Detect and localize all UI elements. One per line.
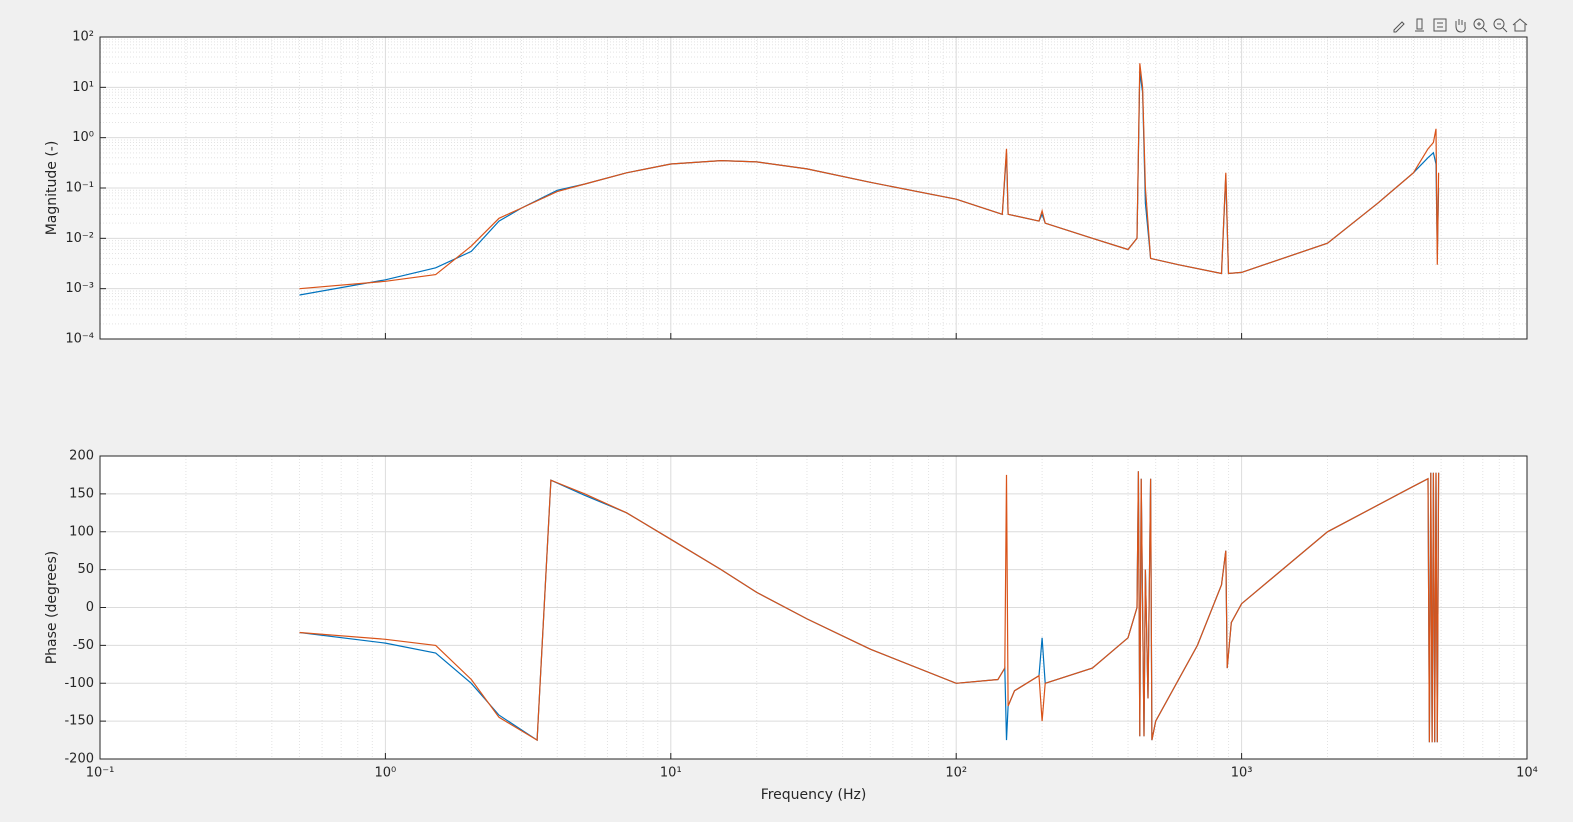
pan-button[interactable] xyxy=(1451,16,1469,34)
axes-box xyxy=(99,455,1528,760)
y-tick-label: 10⁻² xyxy=(65,231,94,246)
axes-toolbar xyxy=(1391,16,1529,34)
x-tick-label: 10² xyxy=(945,766,967,781)
series-line xyxy=(299,471,1440,743)
home-button[interactable] xyxy=(1511,16,1529,34)
x-tick-label: 10¹ xyxy=(660,766,682,781)
y-tick-label: 10⁻⁴ xyxy=(65,332,94,347)
y-tick-label: 10¹ xyxy=(72,80,94,95)
y-tick-label: 200 xyxy=(69,449,94,464)
x-tick-label: 10³ xyxy=(1231,766,1253,781)
y-tick-label: -150 xyxy=(64,714,94,729)
axes-box xyxy=(99,36,1528,340)
x-tick-label: 10⁰ xyxy=(375,766,397,781)
y-tick-label: 10⁻³ xyxy=(65,281,94,296)
y-tick-label: 10² xyxy=(72,30,94,45)
zoom-out-button[interactable] xyxy=(1491,16,1509,34)
y-tick-label: 10⁻¹ xyxy=(65,181,94,196)
y-tick-label: 100 xyxy=(69,524,94,539)
series-line xyxy=(299,63,1440,290)
y-tick-label: 0 xyxy=(86,600,94,615)
x-axis-label: Frequency (Hz) xyxy=(761,787,867,803)
y-axis-label: Phase (degrees) xyxy=(44,551,60,665)
x-tick-label: 10⁻¹ xyxy=(86,766,115,781)
y-tick-label: 150 xyxy=(69,486,94,501)
brush-button[interactable] xyxy=(1391,16,1409,34)
datatip-button[interactable] xyxy=(1411,16,1429,34)
y-tick-label: 10⁰ xyxy=(72,130,94,145)
x-tick-label: 10⁴ xyxy=(1516,766,1538,781)
y-tick-label: -100 xyxy=(64,676,94,691)
y-axis-label: Magnitude (-) xyxy=(44,141,60,236)
zoom-in-button[interactable] xyxy=(1471,16,1489,34)
y-tick-label: 50 xyxy=(77,562,94,577)
legend-button[interactable] xyxy=(1431,16,1449,34)
y-tick-label: -50 xyxy=(73,638,94,653)
y-tick-label: -200 xyxy=(64,752,94,767)
